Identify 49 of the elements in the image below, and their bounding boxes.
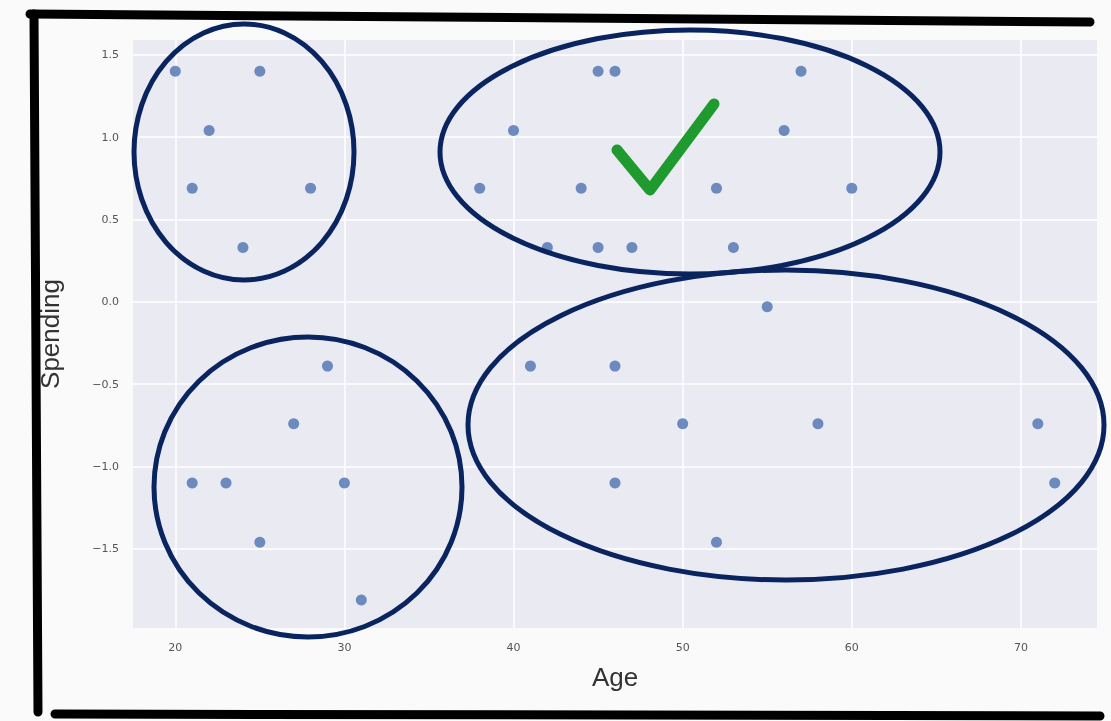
point bbox=[1049, 477, 1061, 489]
point bbox=[355, 594, 367, 606]
point bbox=[710, 182, 722, 194]
point bbox=[1032, 418, 1044, 430]
point bbox=[710, 536, 722, 548]
point bbox=[254, 65, 266, 77]
point bbox=[237, 242, 249, 254]
y-tick-label: 0.0 bbox=[101, 295, 119, 309]
x-tick-label: 40 bbox=[506, 641, 521, 654]
point bbox=[592, 242, 604, 254]
x-tick-label: 50 bbox=[675, 641, 690, 654]
point bbox=[508, 125, 520, 137]
y-tick-label: 0.5 bbox=[101, 213, 119, 227]
point bbox=[609, 65, 621, 77]
point bbox=[609, 360, 621, 372]
point bbox=[727, 242, 739, 254]
x-axis-title: Age bbox=[591, 662, 639, 692]
y-axis-title: Spending bbox=[35, 279, 65, 389]
point bbox=[778, 125, 790, 137]
y-tick-label: −0.5 bbox=[92, 377, 119, 391]
y-tick-label: 1.0 bbox=[101, 130, 119, 144]
point bbox=[169, 65, 181, 77]
point bbox=[254, 536, 266, 548]
point bbox=[575, 182, 587, 194]
y-tick-label: −1.0 bbox=[92, 460, 119, 474]
x-tick-label: 70 bbox=[1013, 641, 1028, 654]
point bbox=[846, 182, 858, 194]
point bbox=[203, 125, 215, 137]
point bbox=[186, 477, 198, 489]
point bbox=[322, 360, 333, 372]
point bbox=[186, 182, 198, 194]
point bbox=[288, 418, 300, 430]
point bbox=[524, 360, 536, 372]
x-tick-label: 60 bbox=[844, 641, 859, 654]
point bbox=[592, 65, 604, 77]
point bbox=[609, 477, 621, 489]
y-tick-label: 1.5 bbox=[101, 48, 119, 62]
point bbox=[795, 65, 807, 77]
y-tick-label: −1.5 bbox=[92, 542, 119, 556]
point bbox=[677, 418, 689, 430]
point bbox=[220, 477, 232, 489]
point bbox=[338, 477, 350, 489]
x-tick-label: 30 bbox=[337, 641, 352, 654]
x-tick-label: 20 bbox=[168, 641, 183, 654]
point bbox=[626, 242, 638, 254]
point bbox=[812, 418, 824, 430]
point bbox=[474, 182, 486, 194]
point bbox=[761, 301, 773, 313]
point bbox=[305, 182, 317, 194]
